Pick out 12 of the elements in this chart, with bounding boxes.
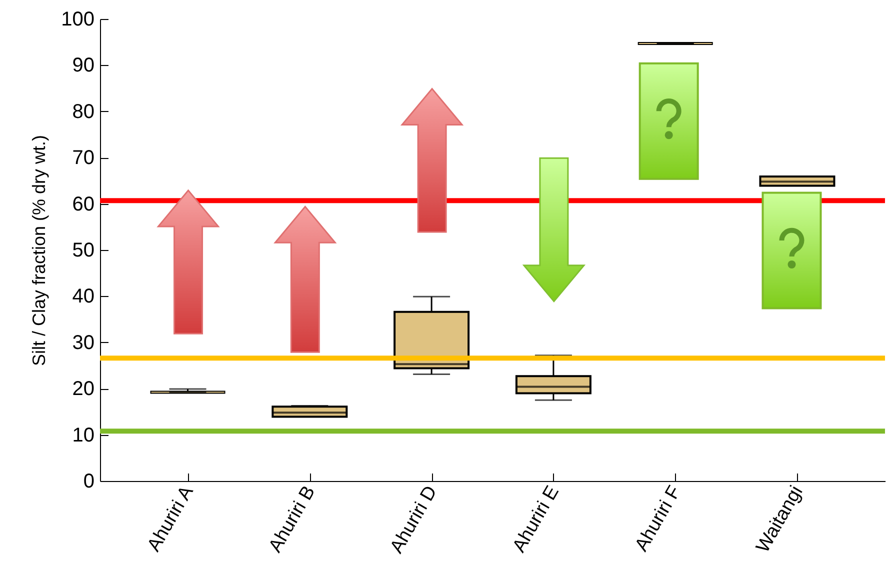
y-axis-title: Silt / Clay fraction (% dry wt.) [29, 134, 50, 366]
y-tick-label: 20 [72, 378, 94, 400]
y-tick-label: 90 [72, 54, 94, 77]
y-tick-label: 70 [72, 147, 94, 170]
y-tick-label: 50 [72, 240, 94, 262]
y-tick-label: 60 [72, 193, 94, 216]
y-tick-label: 10 [72, 424, 94, 446]
y-tick-label: 0 [83, 470, 94, 492]
y-tick-label: 30 [72, 332, 94, 354]
y-tick-label: 100 [61, 8, 94, 30]
y-tick-label: 80 [72, 100, 94, 123]
y-tick-label: 40 [72, 286, 94, 308]
